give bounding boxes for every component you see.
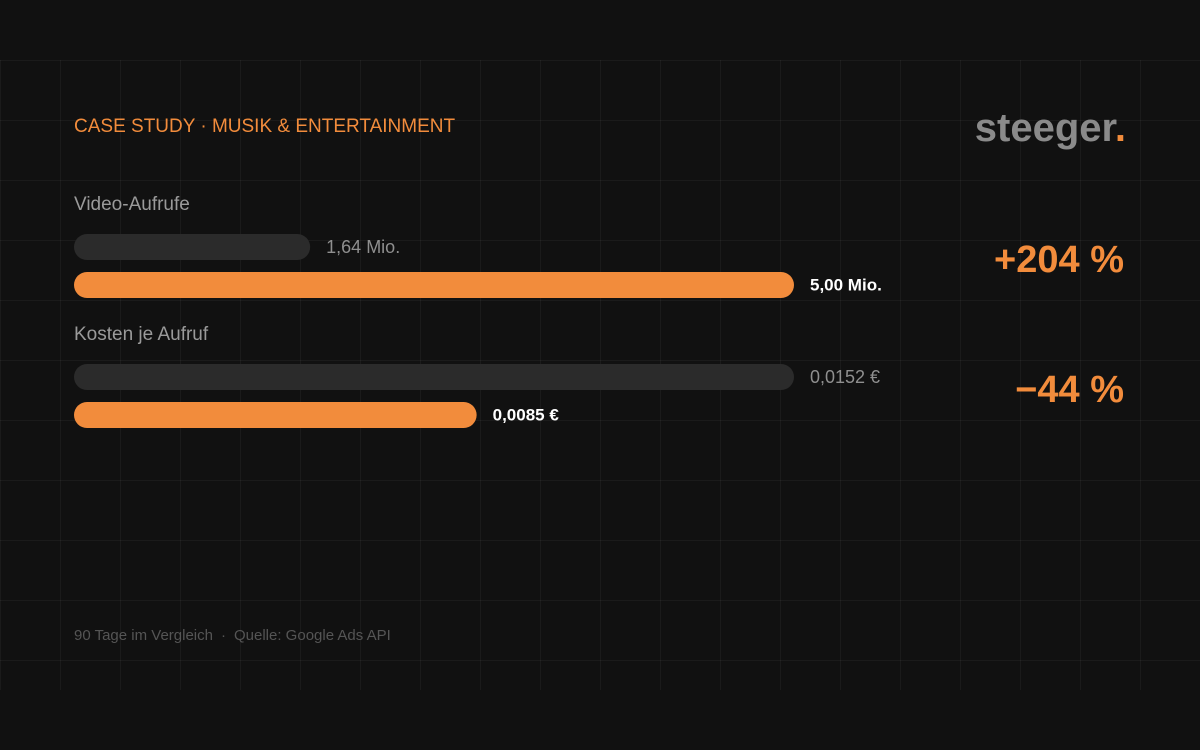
bar xyxy=(74,364,794,390)
footer-right: Quelle: Google Ads API xyxy=(234,627,391,644)
logo-dot: . xyxy=(1115,106,1126,150)
value-label: 5,00 Mio. xyxy=(810,275,882,294)
change-label: +204 % xyxy=(994,239,1124,281)
group-title: Video-Aufrufe xyxy=(74,194,190,215)
footer-left: 90 Tage im Vergleich xyxy=(74,627,213,644)
logo-word: steeger xyxy=(975,106,1117,150)
group-title: Kosten je Aufruf xyxy=(74,324,209,345)
footer: 90 Tage im Vergleich · Quelle: Google Ads … xyxy=(74,627,391,644)
logo: steeger. xyxy=(975,106,1126,150)
value-label: 1,64 Mio. xyxy=(326,237,400,257)
bar xyxy=(74,234,311,260)
value-label: 0,0085 € xyxy=(493,405,560,424)
bar xyxy=(74,272,794,298)
value-label: 0,0152 € xyxy=(810,367,880,387)
eyebrow: CASE STUDY · MUSIK & ENTERTAINMENT xyxy=(74,116,455,137)
footer-separator: · xyxy=(221,627,226,644)
change-label: −44 % xyxy=(1015,369,1124,411)
bar xyxy=(74,402,477,428)
